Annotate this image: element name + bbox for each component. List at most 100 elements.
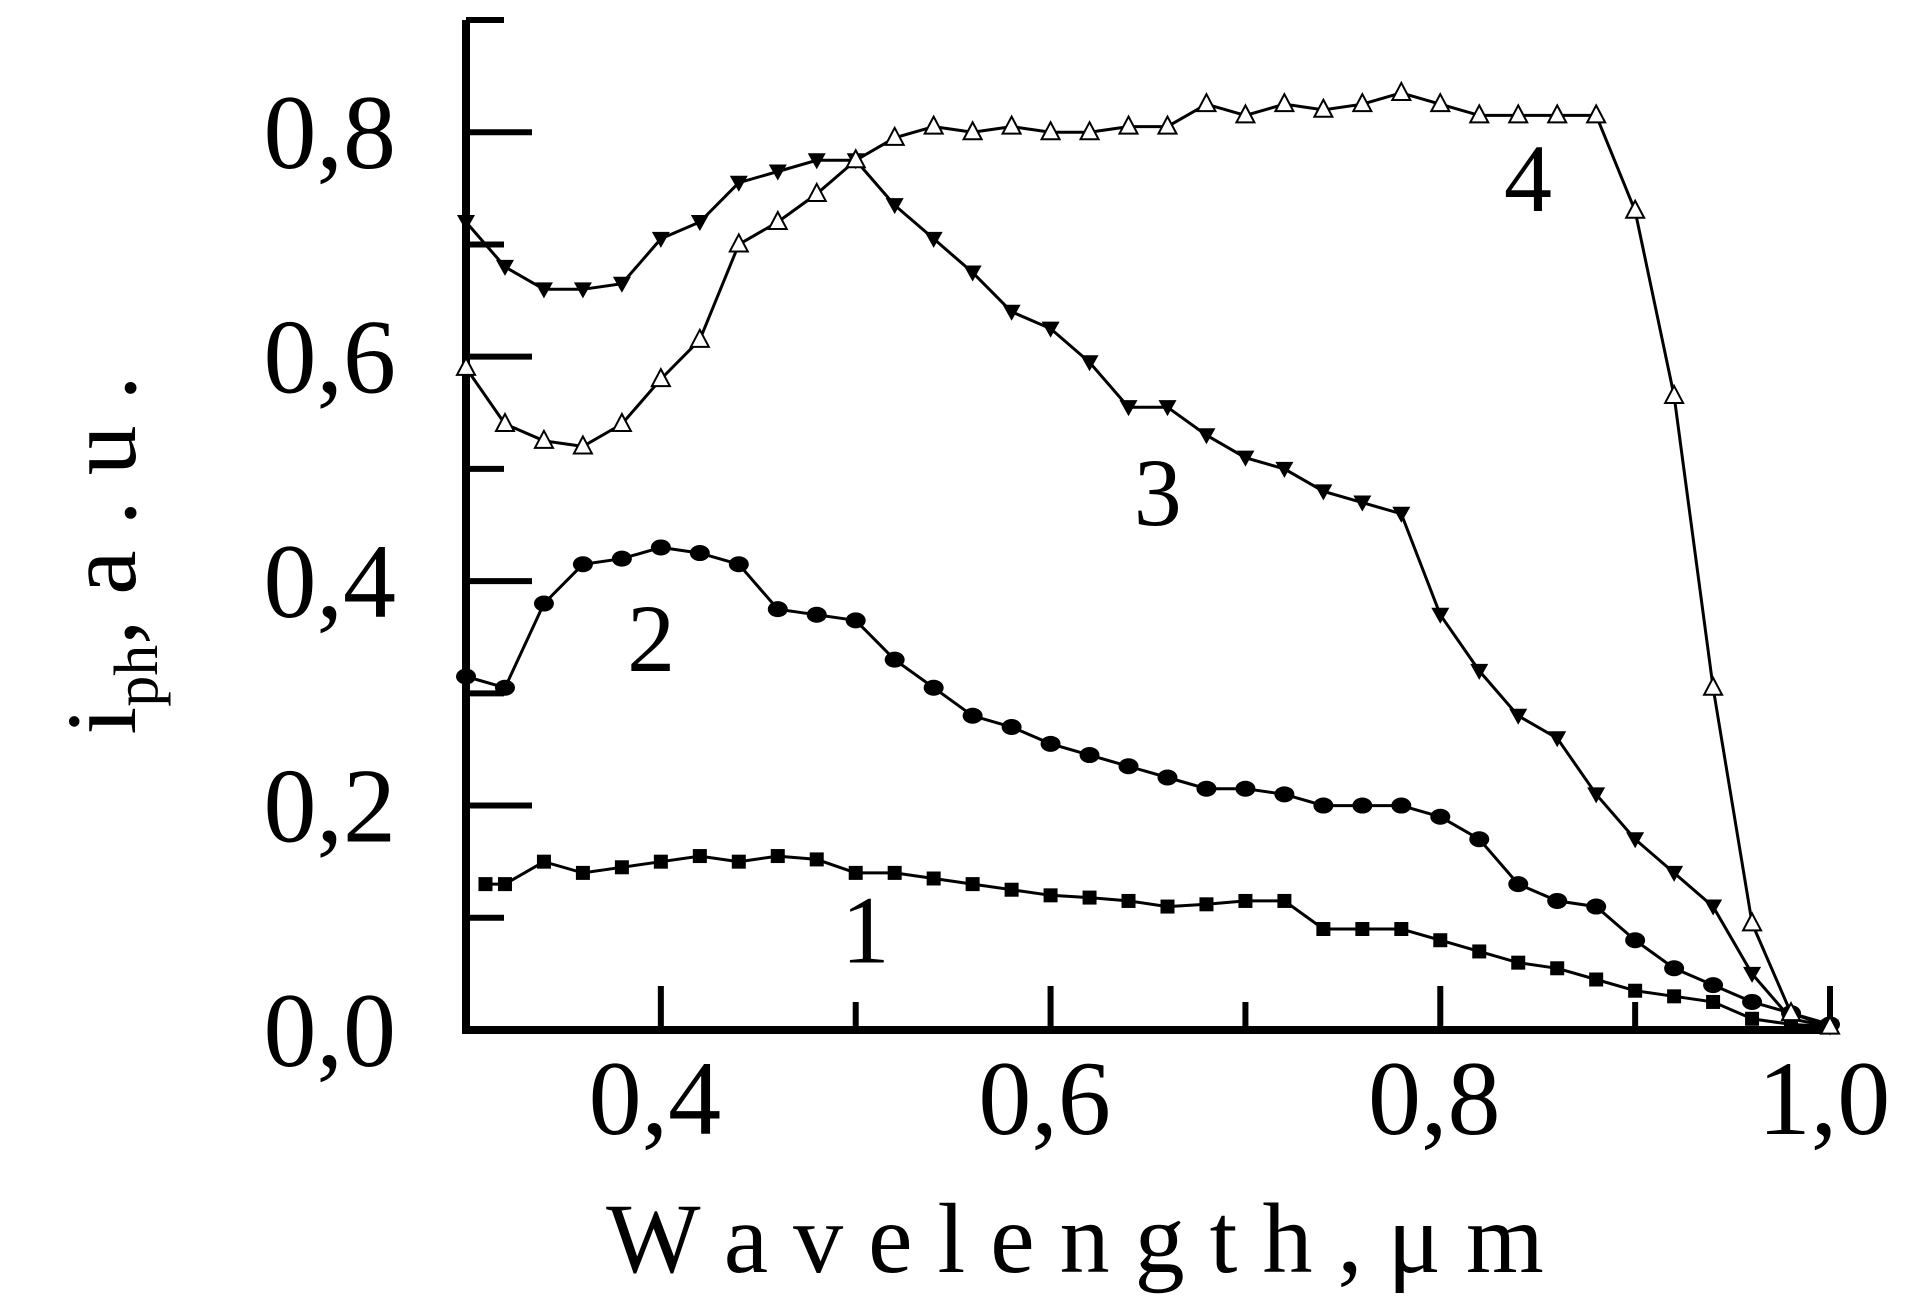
data-point <box>926 871 941 886</box>
data-point <box>651 231 670 248</box>
data-point <box>1079 747 1100 764</box>
x-axis-title: W a v e l e n g t h , μ m <box>606 1183 1544 1294</box>
y-axis-title-sub: ph <box>103 645 171 707</box>
data-point <box>1238 893 1253 908</box>
data-point <box>1664 960 1685 977</box>
data-point <box>1628 983 1643 998</box>
x-tick-label: 1,0 <box>1758 1040 1891 1157</box>
data-point <box>963 265 982 282</box>
data-point <box>1470 663 1489 680</box>
data-point <box>692 849 707 864</box>
data-point <box>961 120 984 141</box>
data-point <box>1507 103 1529 124</box>
series-label-4: 4 <box>1504 125 1552 232</box>
data-point <box>494 411 516 432</box>
data-point <box>1197 428 1216 445</box>
data-point <box>1394 922 1409 936</box>
data-point <box>1392 506 1411 523</box>
data-point <box>1157 769 1178 786</box>
data-point <box>922 114 945 135</box>
data-point <box>1469 831 1490 848</box>
data-point <box>1274 786 1295 803</box>
data-point <box>1742 993 1763 1010</box>
data-point <box>533 428 555 449</box>
data-point <box>845 148 867 169</box>
data-point <box>1314 484 1333 501</box>
data-point <box>965 877 980 892</box>
data-point <box>1511 955 1526 970</box>
series-line <box>464 91 1831 1029</box>
data-point <box>770 849 785 864</box>
data-point <box>731 854 746 869</box>
data-point <box>1313 797 1334 814</box>
data-point <box>806 181 828 202</box>
axes: 0,0 0,2 0,4 0,6 0,8 0,4 0,6 0,8 1,0 <box>264 17 1891 1157</box>
data-point <box>1741 911 1763 932</box>
data-point <box>1429 92 1451 113</box>
data-point <box>1001 719 1022 735</box>
data-point <box>884 125 906 146</box>
data-point <box>1000 114 1023 135</box>
data-point <box>1589 972 1604 987</box>
data-point <box>1550 961 1565 976</box>
data-point <box>1273 92 1296 113</box>
labels-group: 1 2 3 4 <box>627 125 1552 984</box>
data-point <box>1468 103 1490 124</box>
series-4 <box>455 80 1841 1035</box>
data-point <box>1586 898 1607 915</box>
data-point <box>1195 92 1218 113</box>
data-point <box>1706 994 1721 1009</box>
data-point <box>572 434 594 455</box>
data-point <box>497 877 512 892</box>
data-point <box>1546 103 1568 124</box>
data-point <box>478 877 493 892</box>
series-label-3: 3 <box>1134 439 1182 546</box>
data-point <box>1043 888 1058 903</box>
data-point <box>1236 450 1255 467</box>
y-tick-label: 0,0 <box>264 972 397 1089</box>
data-point <box>653 854 668 869</box>
data-point <box>1355 922 1370 936</box>
series-label-2: 2 <box>627 585 675 692</box>
data-point <box>1158 400 1177 417</box>
data-point <box>1039 120 1062 141</box>
data-point <box>884 651 905 668</box>
x-tick-label: 0,6 <box>978 1040 1111 1157</box>
data-point <box>456 668 476 685</box>
data-point <box>887 865 902 880</box>
data-point <box>1118 758 1139 775</box>
data-point <box>1625 932 1646 949</box>
data-point <box>1663 383 1685 404</box>
data-point <box>767 601 788 618</box>
data-point <box>536 854 551 869</box>
data-point <box>614 860 629 875</box>
data-point <box>1509 708 1528 725</box>
data-point <box>1391 797 1412 814</box>
data-point <box>1667 989 1682 1004</box>
data-point <box>1472 944 1487 959</box>
data-point <box>690 215 709 231</box>
data-point <box>689 327 711 348</box>
data-point <box>1433 933 1448 948</box>
data-point <box>1430 808 1451 825</box>
data-point <box>1234 103 1257 124</box>
series-1 <box>478 849 1837 1034</box>
data-point <box>1819 1014 1841 1035</box>
series-label-1: 1 <box>841 877 889 984</box>
data-point <box>809 852 824 867</box>
data-point <box>1277 893 1292 908</box>
data-point <box>1390 80 1412 101</box>
data-point <box>1508 876 1529 893</box>
data-point <box>534 282 553 299</box>
data-point <box>728 232 750 253</box>
data-point <box>1121 893 1136 908</box>
data-point <box>1704 899 1723 916</box>
data-point <box>845 612 866 629</box>
data-point <box>1431 607 1450 624</box>
data-point <box>611 411 633 432</box>
series-line <box>464 158 1831 1029</box>
y-tick-label: 0,8 <box>264 74 397 191</box>
data-point <box>807 153 826 170</box>
data-point <box>1624 198 1646 219</box>
